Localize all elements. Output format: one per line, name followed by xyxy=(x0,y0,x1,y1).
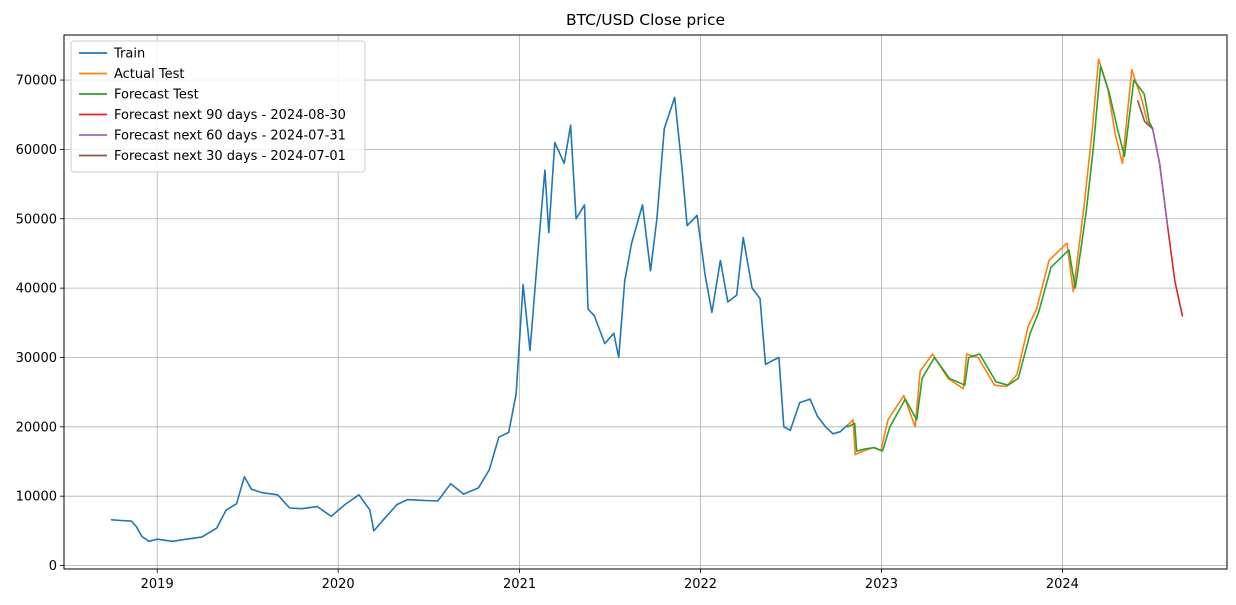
y-tick-label: 60000 xyxy=(16,143,57,158)
series-line-3 xyxy=(846,65,1154,452)
legend-label: Forecast next 60 days - 2024-07-31 xyxy=(114,129,346,144)
plot-frame xyxy=(63,34,1228,570)
series-line-2 xyxy=(846,58,1154,456)
axis-ticks: 2019 2020 2021 2022 2023 2024 0 10000 20000 30000… xyxy=(16,74,1079,592)
y-tick-label: 10000 xyxy=(16,490,57,505)
legend-label: Train xyxy=(113,47,145,62)
series-lines xyxy=(110,58,1184,543)
y-tick-label: 0 xyxy=(49,559,57,574)
series-line-5 xyxy=(1151,127,1169,227)
x-tick-label: 2021 xyxy=(503,577,536,592)
y-tick-label: 40000 xyxy=(16,282,57,297)
y-tick-label: 50000 xyxy=(16,212,57,227)
series-line-6 xyxy=(1137,100,1154,130)
grid-lines xyxy=(64,35,1227,569)
legend: Train Actual Test Forecast Test Forecast ne… xyxy=(70,40,366,173)
y-tick-label: 30000 xyxy=(16,351,57,366)
x-tick-label: 2023 xyxy=(865,577,898,592)
x-tick-label: 2020 xyxy=(322,577,355,592)
x-tick-label: 2019 xyxy=(141,577,174,592)
legend-label: Forecast next 90 days - 2024-08-30 xyxy=(114,108,346,123)
chart-title: BTC/USD Close price xyxy=(566,11,725,29)
legend-label: Forecast next 30 days - 2024-07-01 xyxy=(114,149,346,164)
x-tick-label: 2022 xyxy=(684,577,717,592)
legend-box xyxy=(70,40,366,173)
legend-label: Actual Test xyxy=(114,67,184,82)
y-tick-label: 20000 xyxy=(16,420,57,435)
legend-label: Forecast Test xyxy=(114,88,199,103)
x-tick-label: 2024 xyxy=(1046,577,1079,592)
series-line-1 xyxy=(110,96,849,543)
y-tick-label: 70000 xyxy=(16,74,57,89)
